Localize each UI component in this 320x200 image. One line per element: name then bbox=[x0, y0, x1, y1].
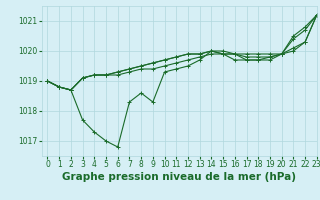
X-axis label: Graphe pression niveau de la mer (hPa): Graphe pression niveau de la mer (hPa) bbox=[62, 172, 296, 182]
